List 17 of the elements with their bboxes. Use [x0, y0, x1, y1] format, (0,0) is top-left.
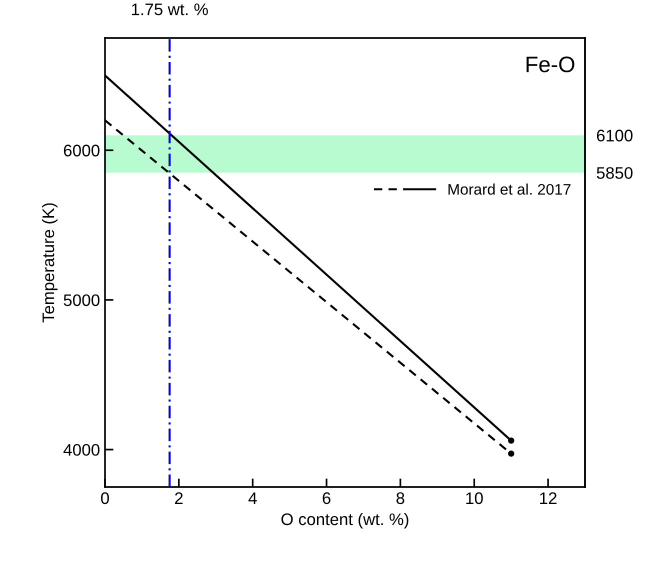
x-axis-title: O content (wt. %) [281, 512, 408, 528]
y-tick-label: 5000 [64, 294, 100, 306]
x-tick-label: 6 [322, 492, 330, 504]
x-tick-label: 8 [396, 492, 404, 504]
y-tick-label: 4000 [63, 444, 100, 456]
x-tick-label: 2 [175, 492, 183, 504]
legend-label: Morard et al. 2017 [448, 184, 570, 195]
ref-line-label: 1.75 wt. % [132, 4, 208, 16]
y-tick-label: 6000 [64, 144, 100, 156]
y-axis-title: Temperature (K) [42, 203, 58, 322]
y2-tick-label: 6100 [596, 130, 633, 142]
x-tick-label: 4 [248, 492, 257, 504]
x-tick-label: 0 [101, 492, 109, 504]
x-tick-label: 12 [540, 492, 557, 504]
annotation: Fe-O [526, 56, 574, 72]
x-tick-label: 10 [466, 492, 483, 504]
y2-tick-label: 5850 [596, 167, 633, 179]
